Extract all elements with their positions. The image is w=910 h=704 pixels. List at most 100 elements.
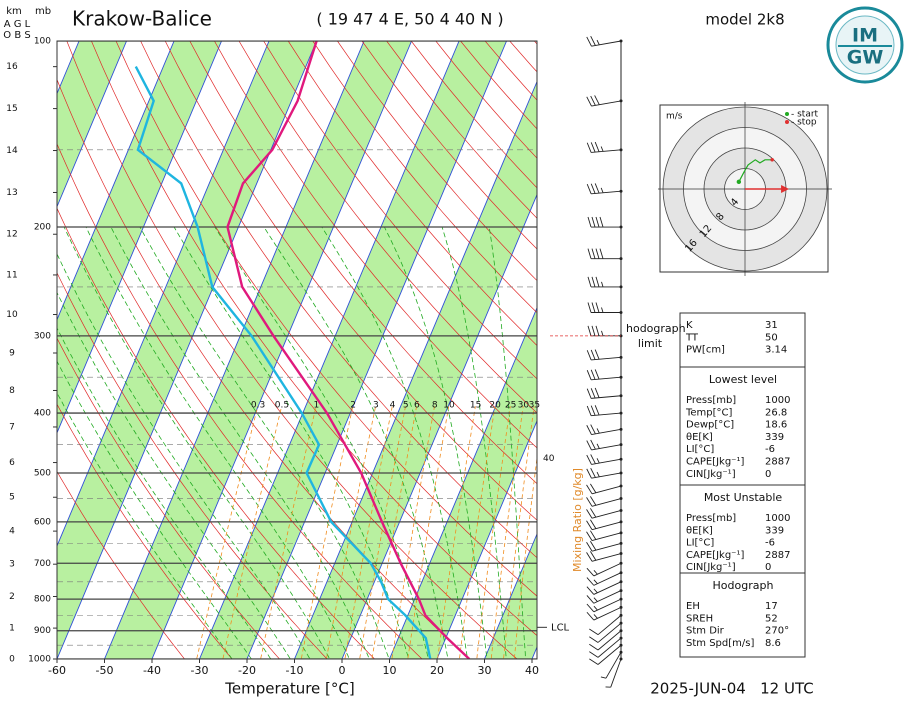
wind-level-dot (620, 311, 623, 314)
indices-value: 339 (765, 432, 784, 443)
altitude-tick-label: 14 (6, 146, 18, 156)
wind-level-dot (620, 443, 623, 446)
wind-level-dot (620, 356, 623, 359)
indices-section-title: Lowest level (709, 373, 777, 386)
indices-value: 2887 (765, 457, 790, 468)
indices-value: 52 (765, 613, 778, 624)
wind-level-dot (620, 428, 623, 431)
wind-level-dot (620, 651, 623, 654)
x-tick-label: -60 (48, 664, 66, 677)
wind-level-dot (620, 497, 623, 500)
indices-label: EH (686, 601, 700, 612)
hodograph-limit-label: limit (638, 337, 663, 350)
y-tick-label: 1000 (28, 655, 51, 665)
indices-value: -6 (765, 538, 775, 549)
altitude-tick-label: 5 (9, 493, 15, 503)
indices-value: 18.6 (765, 420, 787, 431)
indices-label: θE[K] (686, 432, 713, 443)
mixing-ratio-label: 5 (403, 401, 409, 411)
y-tick-label: 800 (34, 595, 51, 605)
x-tick-label: -40 (143, 664, 161, 677)
wind-level-dot (620, 580, 623, 583)
indices-label: Press[mb] (686, 513, 736, 524)
mixing-ratio-label: 6 (414, 401, 420, 411)
indices-value: 26.8 (765, 407, 787, 418)
indices-label: Dewp[°C] (686, 420, 734, 431)
wind-level-dot (620, 589, 623, 592)
x-tick-label: -50 (96, 664, 114, 677)
altitude-tick-label: 16 (6, 62, 18, 72)
y-tick-label: 100 (34, 37, 51, 47)
legend-stop: - stop (791, 118, 817, 128)
wind-level-dot (620, 571, 623, 574)
indices-label: K (686, 320, 693, 331)
y-tick-label: 900 (34, 626, 51, 636)
wind-level-dot (620, 226, 623, 229)
mixing-ratio-label: 8 (432, 401, 438, 411)
indices-label: Stm Dir (686, 626, 725, 637)
pressure-unit: mb (35, 6, 51, 17)
indices-value: 17 (765, 601, 778, 612)
logo-text: IM (852, 25, 878, 47)
indices-value: 270° (765, 626, 789, 637)
altitude-tick-label: 9 (9, 349, 15, 359)
mixing-ratio-label: 15 (470, 401, 481, 411)
wind-level-dot (620, 637, 623, 640)
indices-label: θE[K] (686, 525, 713, 536)
logo: IM GW (828, 8, 902, 82)
altitude-tick-label: 13 (6, 188, 17, 198)
wind-level-dot (620, 614, 623, 617)
wind-level-dot (620, 622, 623, 625)
indices-label: Stm Spd[m/s] (686, 638, 754, 649)
wind-level-dot (620, 520, 623, 523)
altitude-tick-label: 3 (9, 560, 15, 570)
altitude-tick-label: 15 (6, 104, 17, 114)
mixing-ratio-label: 4 (390, 401, 396, 411)
altitude-tick-label: 1 (9, 624, 15, 634)
altitude-unit: km (6, 6, 22, 17)
mixing-ratio-label: 20 (489, 401, 501, 411)
lcl-label: LCL (551, 622, 570, 633)
x-tick-label: 0 (339, 664, 346, 677)
model-label: model 2k8 (705, 11, 784, 29)
altitude-tick-label: 8 (9, 386, 15, 396)
y-tick-label: 300 (34, 331, 51, 341)
y-tick-label: 200 (34, 223, 51, 233)
wind-level-dot (620, 531, 623, 534)
wind-level-dot (620, 658, 623, 661)
altitude-tick-label: 12 (6, 230, 17, 240)
chart-subtitle: ( 19 47 4 E, 50 4 40 N ) (316, 10, 503, 29)
indices-section-title: Hodograph (713, 579, 774, 592)
indices-value: 2887 (765, 550, 790, 561)
hodograph-limit-label: hodograph (626, 322, 686, 335)
wind-level-dot (620, 99, 623, 102)
indices-value: 1000 (765, 513, 790, 524)
indices-label: Press[mb] (686, 395, 736, 406)
altitude-tick-label: 11 (6, 270, 17, 280)
altitude-tick-label: 6 (9, 458, 15, 468)
x-axis-title: Temperature [°C] (224, 680, 354, 698)
y-tick-label: 500 (34, 468, 51, 478)
wind-level-dot (620, 458, 623, 461)
altitude-tick-label: 10 (6, 310, 18, 320)
mixing-ratio-label: 1 (313, 401, 319, 411)
mixing-ratio-label: 2 (350, 401, 356, 411)
chart-title: Krakow-Balice (72, 7, 212, 31)
indices-value: -6 (765, 444, 775, 455)
wind-level-dot (620, 644, 623, 647)
altitude-sublabel: A G L (4, 19, 31, 30)
legend-stop-dot (785, 120, 789, 124)
x-tick-label: 30 (478, 664, 492, 677)
y-tick-label: 700 (34, 559, 51, 569)
indices-value: 0 (765, 469, 771, 480)
mixing-ratio-label: 35 (529, 401, 540, 411)
indices-value: 50 (765, 332, 778, 343)
indices-label: PW[cm] (686, 345, 725, 356)
wind-level-dot (620, 629, 623, 632)
indices-label: CAPE[Jkg⁻¹] (686, 550, 744, 561)
indices-value: 31 (765, 320, 778, 331)
indices-label: LI[°C] (686, 538, 714, 549)
wind-level-dot (620, 542, 623, 545)
wind-level-dot (620, 394, 623, 397)
